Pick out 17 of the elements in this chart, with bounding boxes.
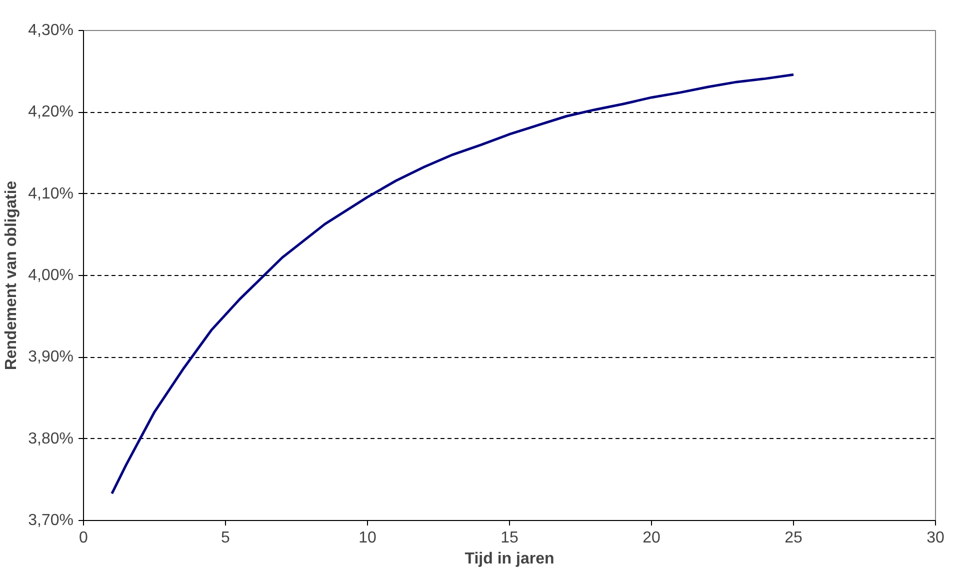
y-tick-label: 3,70% (28, 512, 74, 529)
y-tick-label: 4,30% (28, 22, 74, 39)
x-tick-label: 0 (79, 530, 88, 546)
x-tick-label: 25 (784, 530, 802, 546)
y-axis-title: Rendement van obligatie (3, 180, 20, 370)
x-tick-label: 20 (642, 530, 660, 546)
line-series (110, 73, 795, 495)
x-tick-label: 30 (926, 530, 944, 546)
x-axis-title: Tijd in jaren (464, 550, 554, 568)
x-tick-label: 15 (500, 530, 518, 546)
x-tick-label: 10 (358, 530, 376, 546)
y-tick-label: 4,10% (28, 185, 74, 202)
y-tick-label: 3,80% (28, 430, 74, 448)
y-tick-label: 3,90% (28, 348, 74, 366)
y-tick-label: 4,00% (28, 267, 74, 284)
x-tick-label: 5 (221, 530, 230, 546)
y-tick-label: 4,20% (28, 104, 74, 121)
